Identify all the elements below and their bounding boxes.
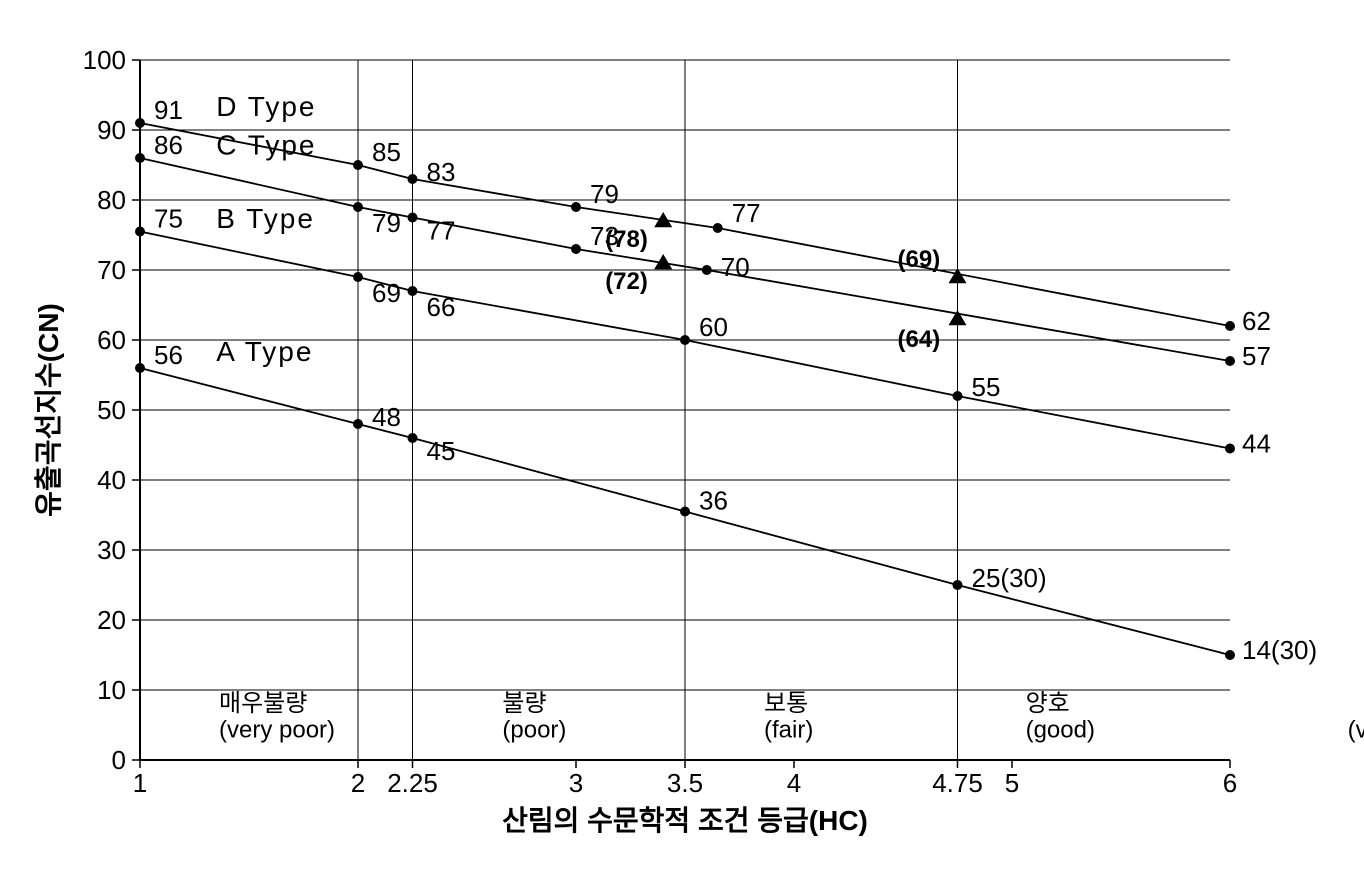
data-point — [571, 202, 581, 212]
category-label-ko: 불량 — [502, 690, 546, 717]
data-point — [408, 213, 418, 223]
y-tick-label: 0 — [112, 745, 126, 775]
data-point — [135, 153, 145, 163]
y-tick-label: 60 — [97, 325, 126, 355]
data-label: 56 — [154, 340, 183, 370]
data-point — [1225, 444, 1235, 454]
data-label: 75 — [154, 204, 183, 234]
x-tick-label: 3.5 — [667, 768, 703, 798]
data-label: 45 — [427, 436, 456, 466]
category-label-en: (very good) — [1348, 717, 1364, 744]
y-tick-label: 40 — [97, 465, 126, 495]
x-tick-label: 4.75 — [932, 768, 983, 798]
data-point — [353, 160, 363, 170]
data-point — [408, 174, 418, 184]
category-label-en: (good) — [1026, 717, 1095, 744]
paren-label: (69) — [898, 246, 941, 273]
x-tick-label: 2.25 — [387, 768, 438, 798]
data-point — [713, 223, 723, 233]
data-point — [702, 265, 712, 275]
category-label-ko: 보통 — [764, 690, 808, 717]
category-label-en: (fair) — [764, 717, 813, 744]
data-label: 86 — [154, 130, 183, 160]
data-label: 48 — [372, 402, 401, 432]
series-label: D Type — [216, 91, 316, 122]
data-point — [1225, 321, 1235, 331]
data-label: 70 — [721, 252, 750, 282]
data-label: 44 — [1242, 429, 1271, 459]
data-point — [135, 227, 145, 237]
data-label: 55 — [972, 372, 1001, 402]
y-tick-label: 90 — [97, 115, 126, 145]
data-label: 60 — [699, 312, 728, 342]
data-label: 57 — [1242, 341, 1271, 371]
y-tick-label: 50 — [97, 395, 126, 425]
data-label: 77 — [427, 216, 456, 246]
data-point — [571, 244, 581, 254]
data-point — [1225, 356, 1235, 366]
data-point — [953, 391, 963, 401]
y-tick-label: 30 — [97, 535, 126, 565]
data-point — [353, 419, 363, 429]
data-point — [408, 433, 418, 443]
data-point — [408, 286, 418, 296]
data-point — [1225, 650, 1235, 660]
series-label: C Type — [216, 130, 316, 161]
data-point — [135, 118, 145, 128]
data-point — [353, 272, 363, 282]
paren-label: (64) — [898, 326, 941, 353]
series-label: B Type — [216, 203, 315, 234]
data-label: 77 — [732, 198, 761, 228]
y-tick-label: 20 — [97, 605, 126, 635]
x-tick-label: 3 — [569, 768, 583, 798]
y-tick-label: 10 — [97, 675, 126, 705]
data-label: 62 — [1242, 306, 1271, 336]
data-label: 91 — [154, 95, 183, 125]
data-label: 83 — [427, 157, 456, 187]
y-tick-label: 70 — [97, 255, 126, 285]
data-point — [135, 363, 145, 373]
category-label-ko: 매우불량 — [219, 690, 307, 717]
x-tick-label: 2 — [351, 768, 365, 798]
y-axis-label: 유출곡선지수(CN) — [33, 303, 64, 517]
series-label: A Type — [216, 336, 313, 367]
cn-line-chart: 0102030405060708090100122.2533.544.7556유… — [20, 20, 1364, 859]
y-tick-label: 80 — [97, 185, 126, 215]
data-label: 25(30) — [972, 563, 1047, 593]
x-tick-label: 6 — [1223, 768, 1237, 798]
data-point — [680, 507, 690, 517]
data-label: 36 — [699, 486, 728, 516]
x-tick-label: 5 — [1005, 768, 1019, 798]
paren-label: (72) — [605, 268, 648, 295]
data-point — [680, 335, 690, 345]
data-point — [953, 580, 963, 590]
data-label: 85 — [372, 137, 401, 167]
data-label: 69 — [372, 278, 401, 308]
chart-svg: 0102030405060708090100122.2533.544.7556유… — [20, 20, 1364, 859]
data-label: 66 — [427, 292, 456, 322]
y-tick-label: 100 — [83, 45, 126, 75]
data-point — [353, 202, 363, 212]
data-label: 79 — [590, 179, 619, 209]
data-label: 79 — [372, 208, 401, 238]
category-label-en: (poor) — [502, 717, 566, 744]
x-tick-label: 1 — [133, 768, 147, 798]
category-label-en: (very poor) — [219, 717, 335, 744]
x-tick-label: 4 — [787, 768, 801, 798]
category-label-ko: 양호 — [1026, 690, 1070, 717]
data-label: 73 — [590, 221, 619, 251]
data-label: 14(30) — [1242, 635, 1317, 665]
x-axis-label: 산림의 수문학적 조건 등급(HC) — [502, 805, 868, 836]
